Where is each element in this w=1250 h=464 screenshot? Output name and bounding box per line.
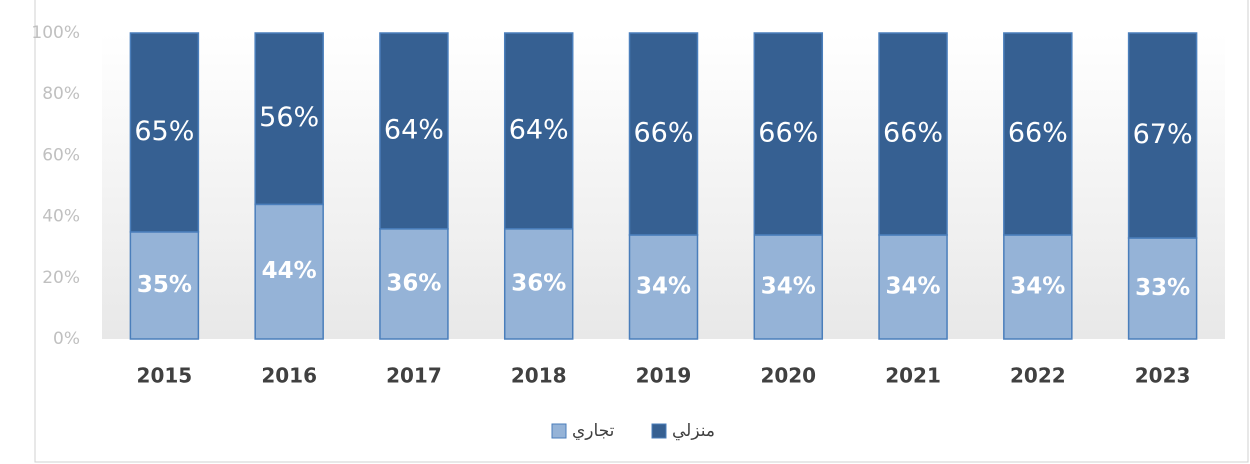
legend-label: منزلي <box>672 421 715 441</box>
y-tick-label: 100% <box>31 23 80 43</box>
y-tick-label: 80% <box>42 84 80 104</box>
data-label: 34% <box>636 273 691 299</box>
data-label: 35% <box>137 272 192 298</box>
data-label: 66% <box>633 117 693 148</box>
data-label: 65% <box>134 116 194 147</box>
y-tick-label: 40% <box>42 207 80 227</box>
data-label: 36% <box>511 270 566 296</box>
x-tick-label: 2020 <box>760 364 816 388</box>
bar-segment <box>379 228 449 340</box>
bar-segment <box>1003 234 1073 340</box>
x-tick-label: 2023 <box>1135 364 1191 388</box>
bar-segment <box>878 234 948 340</box>
chart-frame <box>34 0 1249 463</box>
bar-segment <box>503 228 574 340</box>
x-tick-label: 2016 <box>261 364 317 388</box>
legend-swatch <box>651 423 667 439</box>
bar-segment <box>628 32 699 236</box>
y-tick-label: 0% <box>53 329 80 349</box>
data-label: 64% <box>509 114 569 145</box>
bar-segment <box>1127 237 1198 340</box>
bar-segment <box>753 234 824 340</box>
x-tick-label: 2022 <box>1010 364 1066 388</box>
bar-segment <box>503 32 574 230</box>
data-label: 33% <box>1135 275 1190 301</box>
data-label: 66% <box>1008 117 1068 148</box>
x-tick-label: 2021 <box>885 364 941 388</box>
bar-segment <box>1127 32 1198 239</box>
bar-segment <box>628 234 699 340</box>
y-tick-label: 60% <box>42 145 80 165</box>
x-tick-label: 2018 <box>511 364 567 388</box>
data-label: 36% <box>386 270 441 296</box>
bar-segment <box>753 32 824 236</box>
y-tick-label: 20% <box>42 268 80 288</box>
legend-swatch <box>551 423 567 439</box>
legend-label: تجاري <box>572 421 615 441</box>
data-label: 44% <box>262 258 317 284</box>
data-label: 64% <box>384 114 444 145</box>
data-label: 34% <box>761 273 816 299</box>
x-tick-label: 2017 <box>386 364 442 388</box>
data-label: 34% <box>1010 273 1065 299</box>
bar-segment <box>129 32 200 233</box>
bar-segment <box>129 231 200 340</box>
data-label: 56% <box>259 102 319 133</box>
data-label: 66% <box>758 117 818 148</box>
bar-segment <box>254 32 324 206</box>
data-label: 66% <box>883 117 943 148</box>
data-label: 67% <box>1133 119 1193 150</box>
data-label: 34% <box>886 273 941 299</box>
bar-segment <box>878 32 948 236</box>
bar-segment <box>379 32 449 230</box>
x-tick-label: 2019 <box>636 364 692 388</box>
bar-segment <box>1003 32 1073 236</box>
x-tick-label: 2015 <box>137 364 193 388</box>
